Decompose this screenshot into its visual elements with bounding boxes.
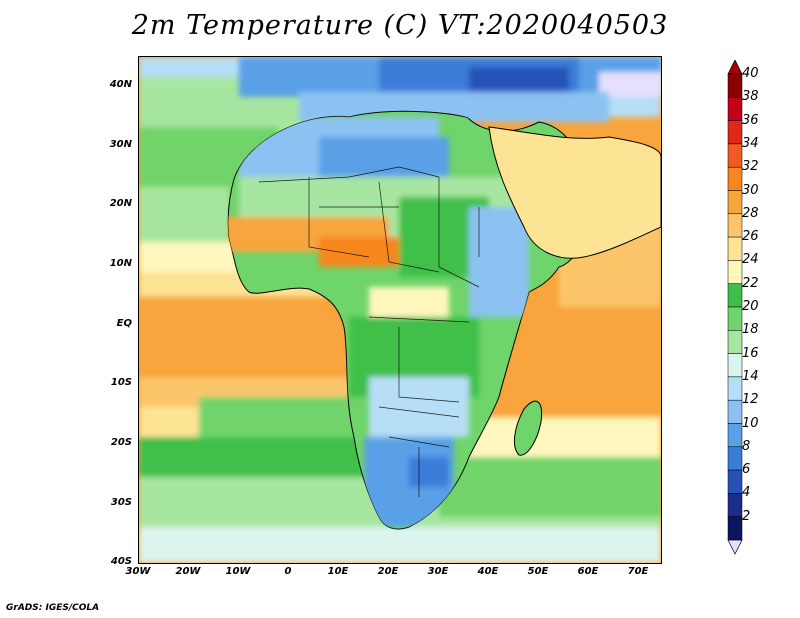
colorbar-swatch	[727, 213, 743, 238]
temperature-map	[139, 57, 661, 563]
colorbar-tick-label: 20	[742, 299, 759, 314]
lon-tick-label: 0	[284, 566, 292, 577]
chart-title: 2m Temperature (C) VT:2020040503	[131, 10, 669, 41]
colorbar-tick-label: 24	[742, 252, 759, 268]
lon-tick-label: 30E	[427, 566, 449, 577]
colorbar-swatch	[727, 516, 743, 541]
arabia-landmass	[488, 126, 661, 259]
colorbar-bottom-cap	[727, 539, 743, 555]
lat-tick-label: 10N	[109, 258, 132, 269]
colorbar-tick-label: 4	[742, 485, 751, 501]
lon-tick-label: 70E	[627, 566, 649, 577]
lat-tick-label: 30S	[110, 497, 132, 508]
colorbar-swatch	[727, 97, 743, 121]
colorbar-swatch	[727, 423, 743, 448]
colorbar-tick-label: 16	[742, 345, 759, 361]
colorbar-swatch	[727, 190, 743, 215]
lon-tick-label: 10W	[225, 566, 251, 577]
country-borders	[258, 166, 480, 497]
lat-tick-label: 40N	[109, 79, 132, 90]
colorbar-tick-label: 6	[742, 462, 751, 478]
colorbar-tick-label: 10	[742, 415, 759, 431]
lat-tick-label: 20S	[110, 437, 132, 448]
colorbar-top-cap	[727, 60, 743, 75]
lat-tick-label: 10S	[110, 377, 132, 388]
lat-tick-label: 30N	[109, 139, 132, 150]
colorbar-tick-label: 38	[742, 89, 759, 105]
colorbar-swatch	[727, 143, 743, 168]
colorbar-swatch	[727, 306, 743, 331]
footer-credit: GrADS: IGES/COLA	[6, 603, 100, 613]
colorbar-swatch	[727, 353, 743, 378]
colorbar-tick-label: 2	[742, 508, 751, 524]
lat-tick-label: 40S	[110, 556, 132, 567]
colorbar-swatch	[727, 260, 743, 284]
colorbar-tick-label: 22	[742, 275, 759, 291]
colorbar-tick-label: 8	[742, 438, 751, 454]
colorbar-swatch	[727, 283, 743, 308]
lat-tick-label: EQ	[116, 318, 132, 329]
colorbar-swatch	[727, 376, 743, 401]
colorbar-swatch	[727, 399, 743, 424]
colorbar-legend	[727, 60, 743, 555]
lon-tick-label: 50E	[527, 566, 549, 577]
lon-tick-label: 40E	[477, 566, 499, 577]
colorbar-swatch	[727, 469, 743, 494]
colorbar-tick-label: 34	[742, 135, 759, 151]
colorbar-tick-label: 32	[742, 159, 759, 175]
colorbar-tick-label: 28	[742, 205, 759, 221]
colorbar-swatch	[727, 446, 743, 471]
lon-tick-label: 30W	[125, 566, 151, 577]
colorbar-swatch	[727, 166, 743, 191]
lon-tick-label: 10E	[327, 566, 349, 577]
colorbar-swatch	[727, 236, 743, 261]
colorbar-swatch	[727, 120, 743, 145]
colorbar-tick-label: 40	[742, 66, 759, 81]
lon-tick-label: 20W	[175, 566, 201, 577]
colorbar-tick-label: 30	[742, 182, 759, 198]
lon-tick-label: 20E	[377, 566, 399, 577]
colorbar-tick-label: 12	[742, 392, 759, 408]
lon-tick-label: 60E	[577, 566, 599, 577]
colorbar-swatch	[727, 330, 743, 354]
colorbar-tick-label: 36	[742, 112, 759, 128]
colorbar-swatch	[727, 493, 743, 517]
madagascar	[513, 400, 543, 456]
map-plot-area	[138, 56, 662, 564]
colorbar-swatch	[727, 73, 743, 98]
colorbar-tick-label: 14	[742, 368, 759, 384]
colorbar-tick-label: 18	[742, 322, 759, 338]
lat-tick-label: 20N	[109, 198, 132, 209]
colorbar-tick-label: 26	[742, 229, 759, 245]
